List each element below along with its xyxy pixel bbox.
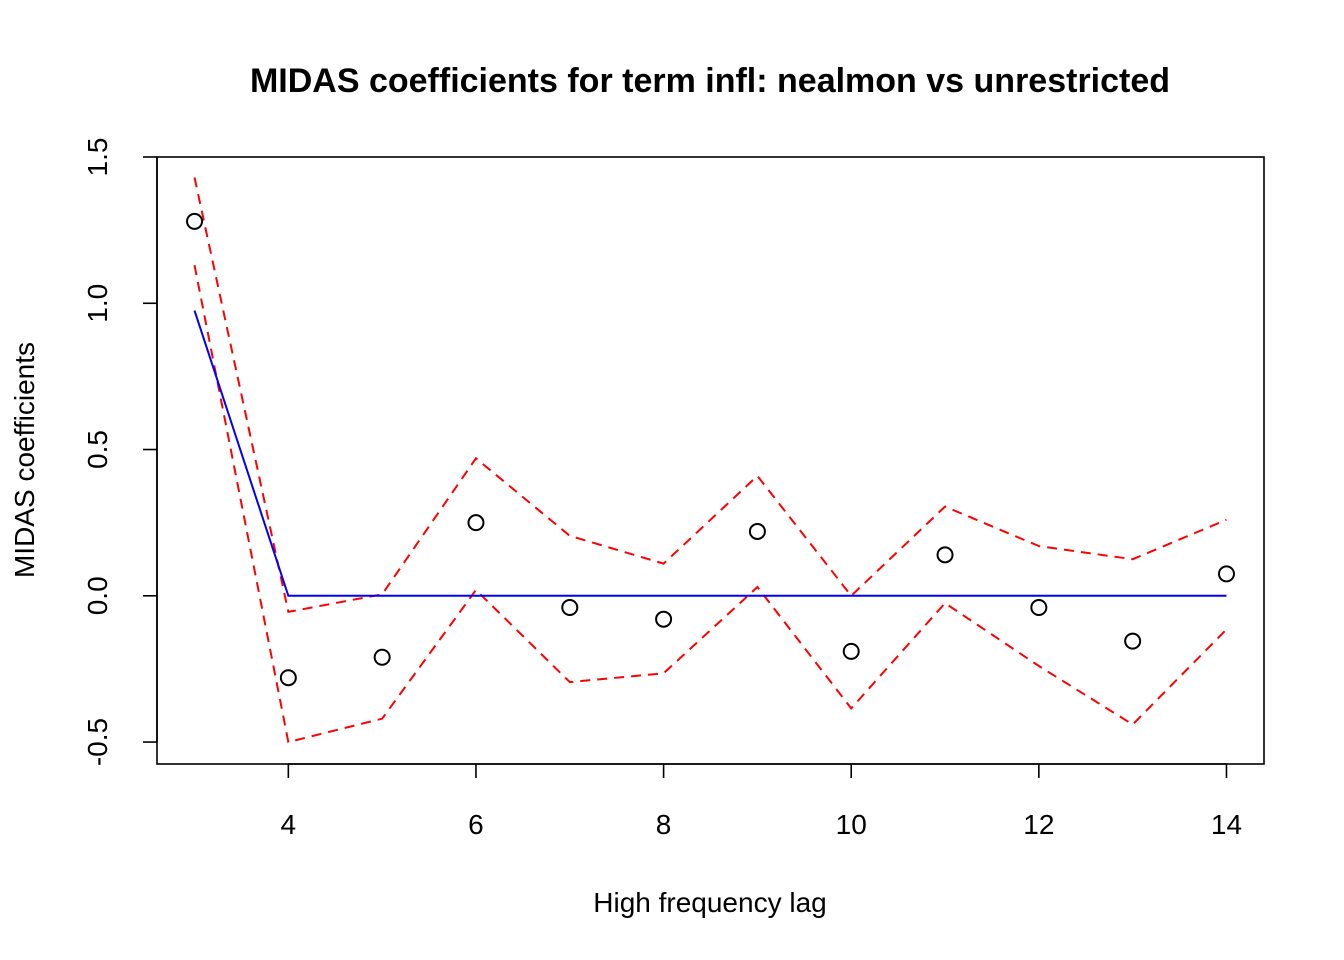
y-tick-label: 1.5 <box>82 138 113 177</box>
data-point <box>561 598 579 616</box>
confidence-band-line <box>193 265 1228 744</box>
x-tick-label: 12 <box>1023 809 1054 840</box>
data-point <box>1030 598 1048 616</box>
data-point <box>1124 632 1142 650</box>
data-point <box>936 546 954 564</box>
x-tick-label: 4 <box>281 809 297 840</box>
y-tick-label: 0.0 <box>82 576 113 615</box>
x-tick-label: 14 <box>1211 809 1242 840</box>
data-point <box>1217 565 1235 583</box>
x-axis: 4 6 8 10 12 14 <box>281 763 1242 840</box>
y-tick-label: 0.5 <box>82 430 113 469</box>
data-point <box>373 648 391 666</box>
y-axis: -0.5 0.0 0.5 1.0 1.5 <box>82 138 158 766</box>
plot-frame <box>156 156 1265 765</box>
series-layer <box>186 177 1235 744</box>
chart-title: MIDAS coefficients for term infl: nealmo… <box>250 62 1170 100</box>
x-tick-label: 6 <box>468 809 484 840</box>
data-point <box>748 522 766 540</box>
data-point <box>655 610 673 628</box>
x-tick-label: 8 <box>656 809 672 840</box>
y-tick-label: -0.5 <box>82 718 113 766</box>
data-point <box>279 669 297 687</box>
data-point <box>467 514 485 532</box>
nealmon-line <box>193 310 1227 597</box>
y-tick-label: 1.0 <box>82 284 113 323</box>
confidence-band-line <box>193 177 1227 614</box>
x-axis-label: High frequency lag <box>593 887 826 918</box>
data-point <box>842 642 860 660</box>
data-point <box>186 212 204 230</box>
x-tick-label: 10 <box>836 809 867 840</box>
y-axis-label: MIDAS coefficients <box>9 342 40 578</box>
